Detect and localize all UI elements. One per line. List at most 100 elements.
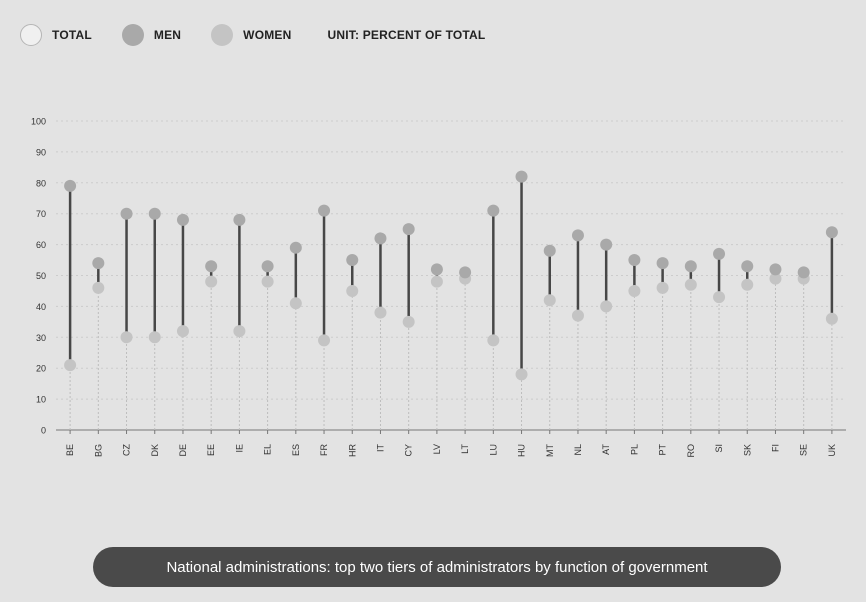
y-tick-label: 60 bbox=[36, 240, 46, 250]
women-point bbox=[261, 275, 274, 288]
men-point bbox=[459, 266, 472, 279]
men-point bbox=[713, 247, 726, 260]
men-point bbox=[684, 260, 697, 273]
x-tick-label: LV bbox=[432, 444, 442, 454]
x-tick-label: BG bbox=[93, 444, 103, 457]
women-point bbox=[600, 300, 613, 313]
men-point bbox=[64, 179, 77, 192]
men-point bbox=[374, 232, 387, 245]
women-point bbox=[656, 281, 669, 294]
men-point bbox=[600, 238, 613, 251]
x-tick-label: AT bbox=[601, 444, 611, 455]
y-tick-label: 100 bbox=[31, 117, 46, 127]
women-point bbox=[543, 294, 556, 307]
men-point bbox=[825, 226, 838, 239]
women-point bbox=[92, 281, 105, 294]
y-tick-label: 30 bbox=[36, 333, 46, 343]
women-point bbox=[289, 297, 302, 310]
women-point bbox=[628, 284, 641, 297]
x-tick-label: NL bbox=[573, 444, 583, 456]
y-tick-label: 40 bbox=[36, 302, 46, 312]
women-point bbox=[825, 312, 838, 325]
y-tick-label: 50 bbox=[36, 271, 46, 281]
women-point bbox=[374, 306, 387, 319]
women-point bbox=[64, 359, 77, 372]
legend-label-men: MEN bbox=[153, 28, 182, 42]
x-tick-label: CZ bbox=[122, 444, 132, 456]
men-point bbox=[402, 223, 415, 236]
x-tick-label: FR bbox=[319, 444, 329, 456]
x-tick-label: LT bbox=[460, 444, 470, 454]
x-tick-label: LU bbox=[488, 444, 498, 456]
men-point bbox=[92, 257, 105, 270]
x-tick-label: UK bbox=[827, 444, 837, 457]
x-tick-label: DE bbox=[178, 444, 188, 457]
y-tick-label: 0 bbox=[41, 426, 46, 436]
x-tick-label: ES bbox=[291, 444, 301, 456]
chart-title-tab[interactable]: National administrations: top two tiers … bbox=[93, 547, 781, 587]
men-point bbox=[543, 244, 556, 257]
x-tick-label: DK bbox=[150, 444, 160, 457]
women-point bbox=[571, 309, 584, 322]
x-tick-label: SK bbox=[742, 444, 752, 456]
legend: TOTAL MEN WOMEN UNIT: PERCENT OF TOTAL bbox=[20, 22, 485, 48]
women-point bbox=[402, 315, 415, 328]
women-point bbox=[713, 291, 726, 304]
women-point bbox=[148, 331, 161, 344]
men-point bbox=[571, 229, 584, 242]
legend-swatch-men bbox=[121, 24, 144, 46]
y-tick-label: 70 bbox=[36, 209, 46, 219]
x-tick-label: SI bbox=[714, 444, 724, 453]
x-tick-label: BE bbox=[65, 444, 75, 456]
x-tick-label: IE bbox=[234, 444, 244, 453]
unit-label: UNIT: PERCENT OF TOTAL bbox=[327, 28, 486, 42]
men-point bbox=[148, 207, 161, 220]
men-point bbox=[318, 204, 331, 217]
women-point bbox=[769, 272, 782, 285]
men-point bbox=[233, 213, 246, 226]
men-point bbox=[205, 260, 218, 273]
women-point bbox=[515, 368, 528, 381]
y-tick-label: 20 bbox=[36, 364, 46, 374]
x-tick-label: FI bbox=[770, 444, 780, 452]
x-tick-label: MT bbox=[545, 444, 555, 457]
y-tick-label: 10 bbox=[36, 395, 46, 405]
x-tick-label: CY bbox=[404, 444, 414, 457]
men-point bbox=[741, 260, 754, 273]
women-point bbox=[684, 278, 697, 291]
legend-label-total: TOTAL bbox=[52, 28, 92, 42]
legend-item-women[interactable]: WOMEN bbox=[211, 24, 291, 46]
men-point bbox=[176, 213, 189, 226]
women-point bbox=[120, 331, 133, 344]
men-point bbox=[430, 263, 443, 276]
x-tick-label: EL bbox=[263, 444, 273, 455]
women-point bbox=[176, 325, 189, 338]
women-point bbox=[346, 284, 359, 297]
men-point bbox=[797, 266, 810, 279]
legend-item-total[interactable]: TOTAL bbox=[20, 24, 92, 46]
lollipop-chart: 0 10 20 30 40 50 60 70 80 90 100 BE BG CZ DK DE EE IE EL ES… bbox=[31, 117, 846, 458]
women-point bbox=[233, 325, 246, 338]
men-point bbox=[120, 207, 133, 220]
x-tick-label: HU bbox=[517, 444, 527, 457]
x-tick-label: IT bbox=[375, 443, 385, 452]
women-point bbox=[487, 334, 500, 347]
men-point bbox=[346, 254, 359, 267]
men-point bbox=[656, 257, 669, 270]
men-point bbox=[628, 254, 641, 267]
legend-swatch-total bbox=[20, 24, 42, 46]
women-point bbox=[318, 334, 331, 347]
legend-item-men[interactable]: MEN bbox=[121, 24, 182, 46]
x-tick-label: HR bbox=[347, 444, 357, 457]
women-point bbox=[741, 278, 754, 291]
legend-swatch-women bbox=[211, 24, 234, 46]
x-tick-label: RO bbox=[686, 444, 696, 458]
x-tick-label: PT bbox=[658, 444, 668, 456]
y-tick-label: 90 bbox=[36, 147, 46, 157]
y-tick-label: 80 bbox=[36, 178, 46, 188]
legend-label-women: WOMEN bbox=[243, 28, 292, 42]
x-tick-label: EE bbox=[206, 444, 216, 456]
men-point bbox=[261, 260, 274, 273]
x-tick-label: SE bbox=[799, 444, 809, 456]
x-tick-label: PL bbox=[629, 444, 639, 455]
